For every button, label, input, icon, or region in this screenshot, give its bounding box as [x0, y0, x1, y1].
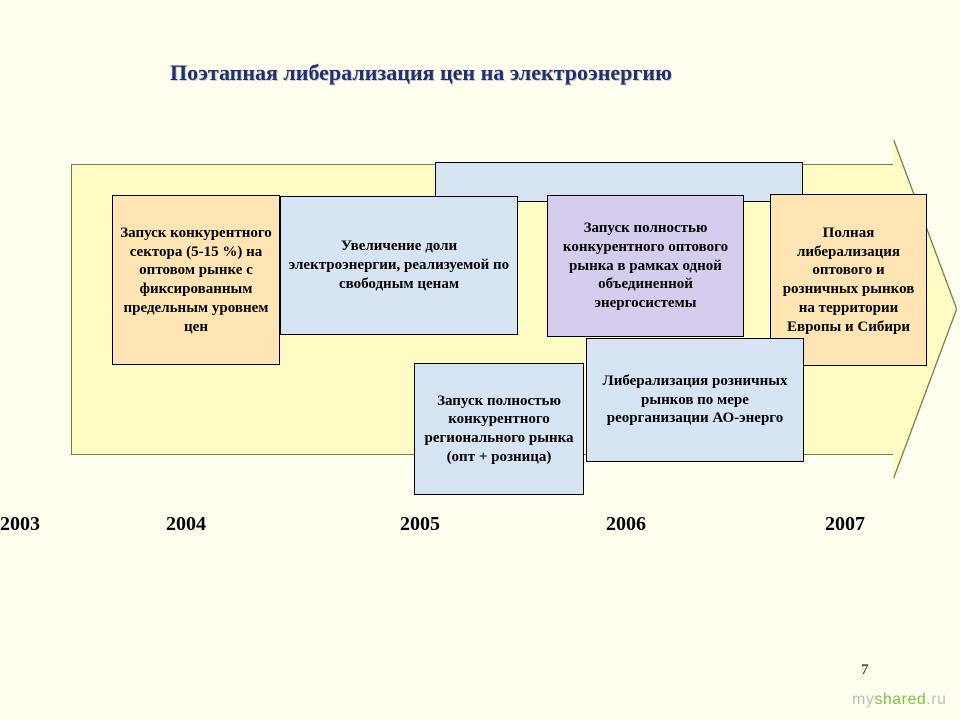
watermark-green: shared: [874, 691, 926, 708]
watermark: myshared.ru: [852, 691, 946, 709]
box-full-competitive-wholesale: Запуск полностью конкурентного оптового …: [547, 195, 744, 337]
year-label: 2004: [166, 513, 206, 536]
box-retail-liberalization: Либерализация розничных рынков по мере р…: [586, 338, 804, 462]
box-regional-market: Запуск полностью конкурентного региональ…: [414, 363, 584, 495]
box-increase-share: Увеличение доли электроэнергии, реализуе…: [280, 196, 518, 335]
diagram-title: Поэтапная либерализация цен на электроэн…: [170, 60, 672, 86]
year-label: 2007: [825, 513, 865, 536]
year-label: 2003: [0, 513, 40, 536]
year-label: 2006: [606, 513, 646, 536]
watermark-suffix: .ru: [926, 691, 946, 708]
page-number: 7: [861, 662, 869, 679]
year-label: 2005: [400, 513, 440, 536]
watermark-prefix: my: [852, 691, 874, 708]
diagram-stage: Поэтапная либерализация цен на электроэн…: [0, 0, 960, 720]
box-launch-competitive-sector: Запуск конкурентного сектора (5-15 %) на…: [112, 195, 280, 365]
